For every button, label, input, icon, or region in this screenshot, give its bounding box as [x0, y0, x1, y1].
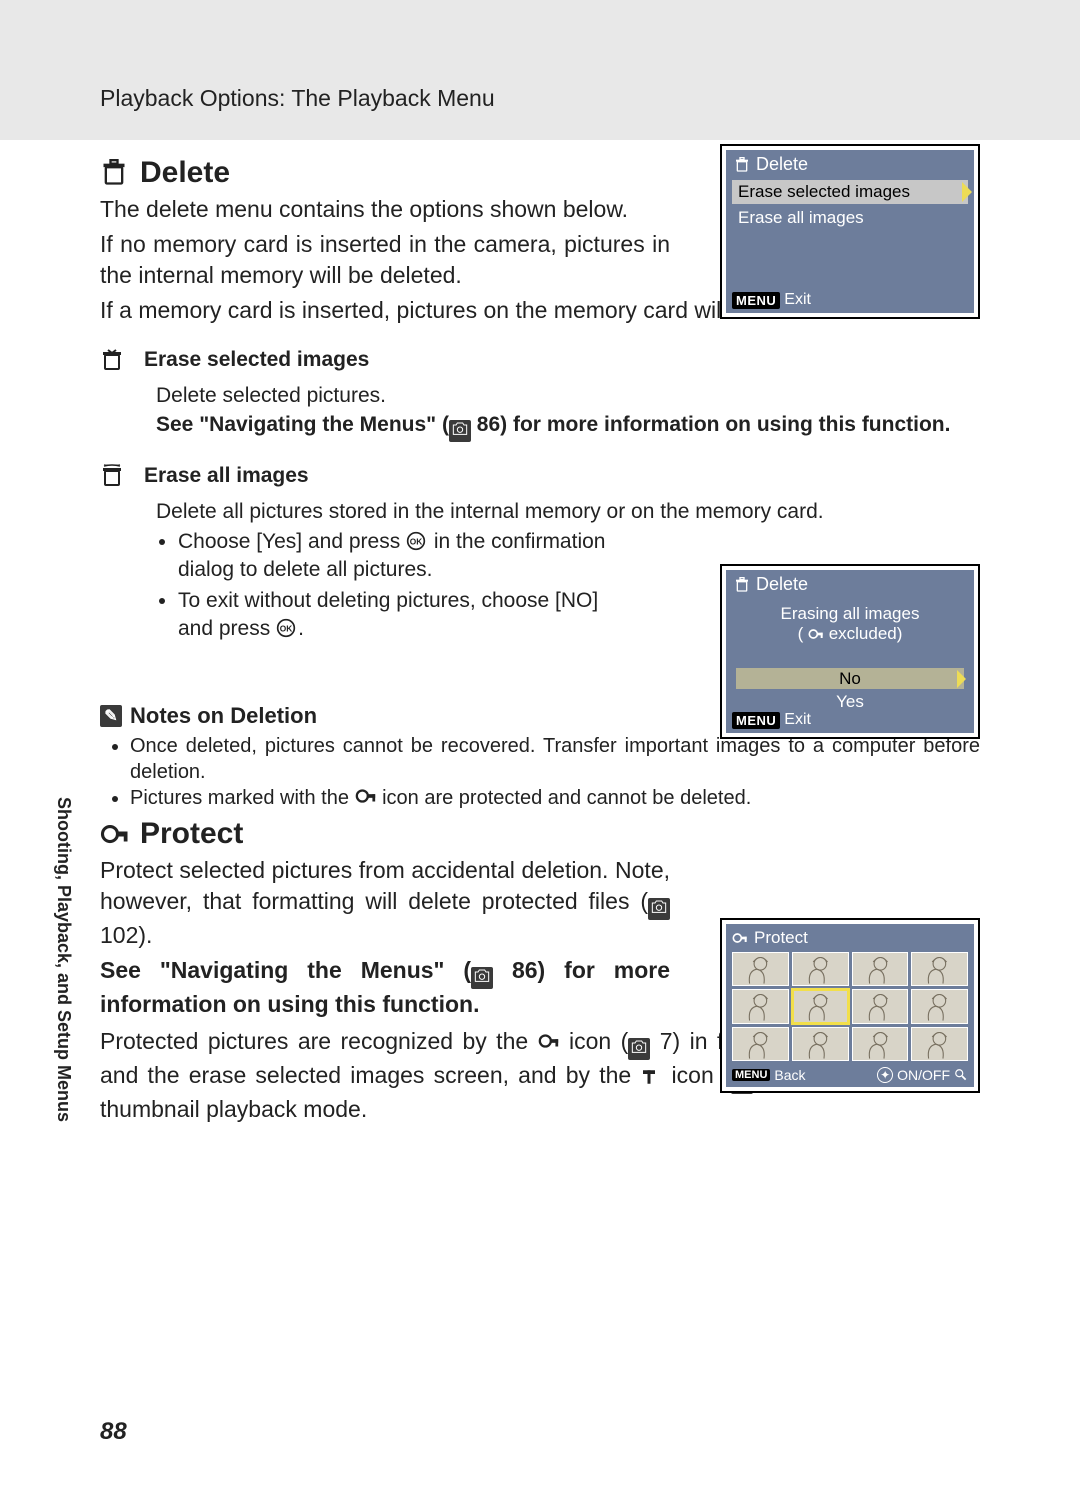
erase-selected-block: Erase selected images Delete selected pi…: [100, 348, 980, 441]
nav-see-a: See "Navigating the Menus" (: [156, 413, 449, 436]
opt-erase-selected[interactable]: Erase selected images: [732, 180, 968, 204]
note-1: Once deleted, pictures cannot be recover…: [130, 733, 980, 785]
key-lock-icon: [100, 819, 130, 849]
ok-icon: [276, 618, 298, 638]
thumbnail-grid: [732, 952, 968, 1061]
camera-ref-icon: [648, 898, 670, 920]
key-lock-icon: [355, 785, 377, 807]
protect-title: Protect: [140, 817, 243, 851]
delete-menu-screenshot: Delete Erase selected images Erase all i…: [720, 144, 980, 319]
camera-ref-icon: [471, 967, 493, 989]
thumb[interactable]: [732, 989, 789, 1023]
camera-ref-icon: [449, 420, 471, 442]
side-section-label: Shooting, Playback, and Setup Menus: [50, 750, 74, 1170]
thumb[interactable]: [732, 1027, 789, 1061]
thumb-selected[interactable]: [792, 989, 849, 1023]
dpad-icon: ✦: [877, 1067, 893, 1083]
erase-selected-line1: Delete selected pictures.: [156, 382, 980, 410]
exit-label: Exit: [784, 291, 811, 309]
magnifier-icon: [954, 1068, 968, 1082]
key-lock-icon: [732, 930, 748, 946]
delete-p1: The delete menu contains the options sho…: [100, 194, 670, 225]
dlg2-no[interactable]: No: [736, 668, 964, 689]
delete-menu-title: Delete: [756, 154, 808, 175]
thumb[interactable]: [911, 1027, 968, 1061]
header-band: [0, 0, 1080, 140]
camera-ref-icon: [628, 1038, 650, 1060]
confirm-dialog-screenshot: Delete Erasing all images ( excluded) No…: [720, 564, 980, 739]
thumb[interactable]: [911, 952, 968, 986]
erase-selected-heading: Erase selected images: [144, 348, 369, 372]
thumb[interactable]: [792, 952, 849, 986]
page-number: 88: [100, 1418, 127, 1446]
key-lock-icon: [538, 1030, 560, 1052]
erase-all-bullet2: To exit without deleting pictures, choos…: [178, 587, 638, 644]
opt-erase-all[interactable]: Erase all images: [732, 206, 968, 230]
protect-grid-title: Protect: [754, 928, 808, 948]
protect-see-line: See "Navigating the Menus" ( 86) for mor…: [100, 955, 670, 1020]
trash-icon: [734, 577, 750, 593]
pencil-icon: ✎: [100, 705, 122, 727]
ok-icon: [406, 531, 428, 551]
delete-p2: If no memory card is inserted in the cam…: [100, 229, 670, 291]
thumb[interactable]: [732, 952, 789, 986]
note-2: Pictures marked with the icon are protec…: [130, 785, 980, 811]
protect-p1: Protect selected pictures from accidenta…: [100, 855, 670, 951]
erase-all-line1: Delete all pictures stored in the intern…: [156, 498, 980, 526]
notes-heading: Notes on Deletion: [130, 703, 317, 729]
trash-icon: [734, 157, 750, 173]
thumb[interactable]: [792, 1027, 849, 1061]
exit-label: Exit: [784, 711, 811, 729]
thumb[interactable]: [852, 989, 909, 1023]
trash-all-icon: [100, 464, 126, 488]
delete-title: Delete: [140, 156, 230, 190]
breadcrumb: Playback Options: The Playback Menu: [100, 85, 495, 112]
menu-pill[interactable]: MENU: [732, 1069, 770, 1081]
trash-icon: [100, 159, 130, 187]
nav-see-b: 86) for more information on using this f…: [471, 413, 951, 436]
tee-icon: [640, 1068, 662, 1086]
dlg2-title: Delete: [756, 574, 808, 595]
thumb[interactable]: [852, 1027, 909, 1061]
erase-all-heading: Erase all images: [144, 464, 309, 488]
dlg2-l1: Erasing all images: [726, 604, 974, 624]
key-lock-icon: [808, 626, 824, 642]
menu-pill[interactable]: MENU: [732, 292, 780, 309]
dlg2-l2: ( excluded): [726, 624, 974, 644]
thumb[interactable]: [911, 989, 968, 1023]
dlg2-yes[interactable]: Yes: [736, 691, 964, 712]
thumb[interactable]: [852, 952, 909, 986]
erase-all-bullet1: Choose [Yes] and press in the confirmati…: [178, 528, 638, 585]
menu-pill[interactable]: MENU: [732, 712, 780, 729]
protect-heading: Protect: [100, 817, 980, 851]
protect-grid-screenshot: Protect MENU Back: [720, 918, 980, 1093]
trash-selected-icon: [100, 348, 126, 372]
back-label: Back: [774, 1067, 805, 1083]
onoff-label: ON/OFF: [897, 1067, 950, 1083]
